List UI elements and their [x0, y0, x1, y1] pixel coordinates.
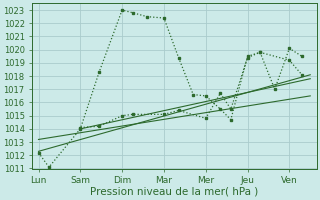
- X-axis label: Pression niveau de la mer( hPa ): Pression niveau de la mer( hPa ): [90, 187, 259, 197]
